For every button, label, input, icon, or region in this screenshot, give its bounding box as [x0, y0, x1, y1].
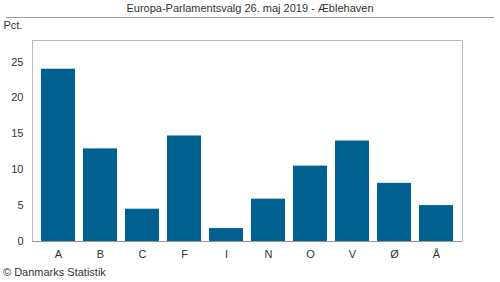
- svg-text:O: O: [306, 248, 315, 260]
- html-text:© Danmarks Statistik: © Danmarks Statistik: [3, 266, 106, 278]
- svg-text:Pct.: Pct.: [4, 19, 23, 31]
- svg-text:N: N: [265, 248, 273, 260]
- svg-text:V: V: [349, 248, 357, 260]
- svg-text:B: B: [97, 248, 104, 260]
- svg-text:F: F: [181, 248, 188, 260]
- svg-text:25: 25: [11, 56, 23, 68]
- svg-text:15: 15: [11, 127, 23, 139]
- svg-text:5: 5: [17, 199, 23, 211]
- html-text:Europa-Parlamentsvalg 26. maj: Europa-Parlamentsvalg 26. maj 2019 - Æbl…: [126, 2, 374, 14]
- svg-text:Å: Å: [433, 248, 441, 260]
- svg-text:C: C: [139, 248, 147, 260]
- svg-text:10: 10: [11, 163, 23, 175]
- svg-text:0: 0: [17, 235, 23, 247]
- svg-text:A: A: [55, 248, 63, 260]
- svg-text:Ø: Ø: [390, 248, 399, 260]
- svg-text:20: 20: [11, 91, 23, 103]
- svg-text:I: I: [225, 248, 228, 260]
